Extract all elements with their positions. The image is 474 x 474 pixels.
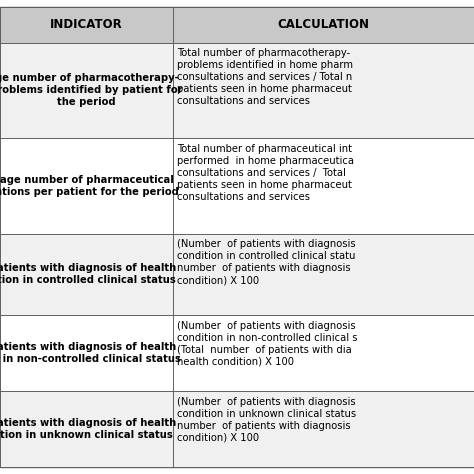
Bar bbox=[0, 391, 173, 467]
Text: age number of pharmaceutical
ntions per patient for the period: age number of pharmaceutical ntions per … bbox=[0, 175, 178, 197]
Bar bbox=[173, 315, 474, 391]
Text: CALCULATION: CALCULATION bbox=[277, 18, 370, 31]
Text: atients with diagnosis of health
n in non-controlled clinical status: atients with diagnosis of health n in no… bbox=[0, 342, 181, 364]
Text: (Number  of patients with diagnosis
condition in unknown clinical status
number : (Number of patients with diagnosis condi… bbox=[177, 397, 356, 443]
Bar bbox=[173, 391, 474, 467]
Bar bbox=[0, 234, 173, 315]
Bar bbox=[0, 315, 173, 391]
Text: (Number  of patients with diagnosis
condition in controlled clinical statu
numbe: (Number of patients with diagnosis condi… bbox=[177, 239, 356, 285]
Text: ge number of pharmacotherapy-
problems identified by patient for
the period: ge number of pharmacotherapy- problems i… bbox=[0, 73, 183, 108]
Bar bbox=[173, 138, 474, 234]
Bar bbox=[0, 138, 173, 234]
Text: atients with diagnosis of health
tion in controlled clinical status: atients with diagnosis of health tion in… bbox=[0, 263, 176, 285]
Bar bbox=[173, 234, 474, 315]
Text: INDICATOR: INDICATOR bbox=[50, 18, 123, 31]
Bar bbox=[0, 7, 173, 43]
Text: atients with diagnosis of health
tion in unknown clinical status: atients with diagnosis of health tion in… bbox=[0, 418, 176, 440]
Bar bbox=[173, 43, 474, 138]
Text: (Number  of patients with diagnosis
condition in non-controlled clinical s
(Tota: (Number of patients with diagnosis condi… bbox=[177, 320, 357, 366]
Bar bbox=[173, 7, 474, 43]
Bar bbox=[0, 43, 173, 138]
Text: Total number of pharmacotherapy-
problems identified in home pharm
consultations: Total number of pharmacotherapy- problem… bbox=[177, 48, 353, 107]
Text: Total number of pharmaceutical int
performed  in home pharmaceutica
consultation: Total number of pharmaceutical int perfo… bbox=[177, 144, 354, 202]
